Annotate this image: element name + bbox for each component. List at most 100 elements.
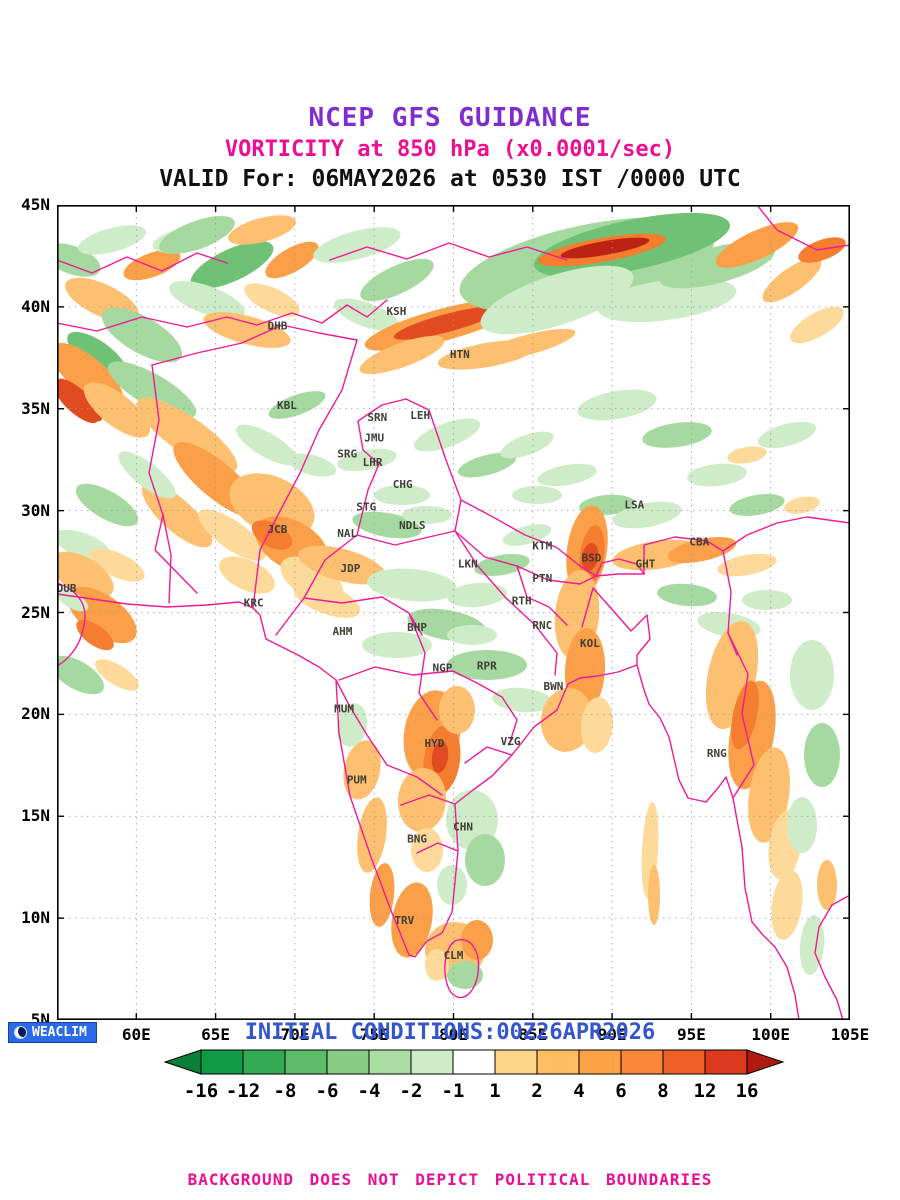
vorticity-shade	[537, 463, 597, 487]
lon-tick-label: 100E	[751, 1025, 790, 1044]
vorticity-shade	[790, 306, 844, 344]
political-boundary	[476, 682, 518, 746]
vorticity-shade	[228, 215, 296, 245]
colorbar-tick-label: 1	[489, 1080, 500, 1102]
vorticity-shade	[648, 865, 660, 925]
vorticity-shade	[757, 421, 817, 449]
political-boundary	[265, 638, 581, 958]
vorticity-shade	[219, 556, 275, 594]
political-boundary	[454, 530, 645, 585]
lon-tick-label: 65E	[201, 1025, 231, 1044]
vorticity-shade	[198, 509, 266, 561]
vorticity-shade	[367, 568, 457, 602]
vorticity-shade	[480, 265, 634, 335]
political-boundary	[416, 842, 459, 854]
colorbar-cell	[662, 1049, 706, 1075]
political-boundary	[408, 612, 438, 721]
vorticity-shade	[798, 237, 846, 263]
city-label: TRV	[394, 914, 414, 927]
vorticity-shade	[762, 257, 822, 303]
vorticity-shade	[362, 632, 432, 658]
vorticity-shade	[577, 389, 657, 421]
vorticity-shade	[336, 703, 368, 747]
city-label: RNG	[707, 747, 727, 760]
city-label: KBL	[277, 399, 297, 412]
vorticity-shade	[141, 482, 213, 548]
political-boundary	[356, 530, 456, 546]
vorticity-shade	[287, 453, 337, 477]
political-boundary	[252, 339, 358, 609]
city-label: RPR	[477, 660, 497, 673]
vorticity-shade	[83, 382, 151, 438]
city-label: AHM	[333, 625, 353, 638]
colorbar-tick-label: 16	[736, 1080, 759, 1102]
vorticity-shade	[57, 551, 114, 599]
lon-tick-label: 75E	[359, 1025, 389, 1044]
city-label: KSH	[386, 305, 406, 318]
vorticity-shade	[298, 545, 386, 585]
colorbar-tick-label: 12	[694, 1080, 717, 1102]
vorticity-shade	[500, 431, 554, 459]
vorticity-shade	[293, 582, 361, 618]
colorbar-cell	[704, 1049, 748, 1075]
vorticity-shade	[102, 307, 182, 363]
vorticity-shade	[78, 225, 146, 255]
colorbar-cell	[410, 1049, 454, 1075]
political-boundary	[57, 582, 86, 667]
vorticity-shade	[57, 655, 104, 695]
vorticity-shade	[492, 687, 552, 713]
city-label: VZG	[501, 735, 521, 748]
city-label: HTN	[450, 348, 470, 361]
political-boundary	[57, 316, 258, 332]
lon-tick-label: 70E	[280, 1025, 310, 1044]
city-label: GHT	[635, 558, 655, 571]
political-boundary	[405, 398, 462, 532]
city-label: NAL	[337, 527, 357, 540]
colorbar-tick-label: 8	[657, 1080, 668, 1102]
lat-tick-label: 10N	[21, 908, 50, 928]
political-boundary	[595, 558, 645, 577]
vorticity-shade	[393, 306, 501, 340]
weaclim-globe-icon	[14, 1026, 27, 1039]
city-label: JCB	[268, 523, 288, 536]
city-label: LSA	[624, 499, 644, 512]
political-boundary	[335, 679, 443, 796]
political-boundary	[579, 664, 800, 1020]
colorbar-tick-label: -1	[442, 1080, 465, 1102]
political-boundary	[454, 530, 558, 676]
vorticity-shade	[437, 865, 467, 905]
vorticity-shade	[57, 386, 98, 424]
city-label: KRC	[244, 596, 264, 609]
lon-tick-label: 105E	[830, 1025, 870, 1044]
vorticity-shade	[159, 216, 235, 254]
initial-conditions-text: INITIAL CONDITIONS:00Z26APR2026	[244, 1020, 656, 1045]
vorticity-shade	[343, 740, 381, 800]
vorticity-shade	[313, 227, 401, 263]
political-boundary	[275, 398, 407, 636]
political-boundary	[338, 666, 478, 684]
city-label: NDLS	[399, 519, 426, 532]
vorticity-shade	[268, 391, 326, 419]
vorticity-shade	[411, 828, 443, 872]
vorticity-shade	[667, 537, 737, 563]
vorticity-shade	[431, 741, 449, 773]
vorticity-shade	[402, 506, 452, 524]
city-label: BHP	[407, 621, 427, 634]
vorticity-shade	[123, 249, 181, 281]
colorbar-cell	[536, 1049, 580, 1075]
political-boundary	[814, 894, 850, 1020]
lat-tick-label: 15N	[21, 806, 50, 826]
vorticity-shade	[251, 520, 293, 550]
colorbar-tick-label: -12	[226, 1080, 260, 1102]
vorticity-shade	[359, 335, 445, 375]
colorbar-cell	[200, 1049, 244, 1075]
vorticity-shade	[447, 650, 527, 680]
city-label: RTH	[512, 594, 532, 607]
city-label: BSD	[582, 552, 602, 565]
lat-tick-label: 30N	[21, 500, 50, 520]
vorticity-shade	[265, 241, 319, 279]
lat-tick-label: 40N	[21, 296, 50, 316]
vorticity-shade	[118, 451, 176, 499]
vorticity-shade	[817, 860, 837, 910]
lon-tick-label: 80E	[439, 1025, 468, 1044]
